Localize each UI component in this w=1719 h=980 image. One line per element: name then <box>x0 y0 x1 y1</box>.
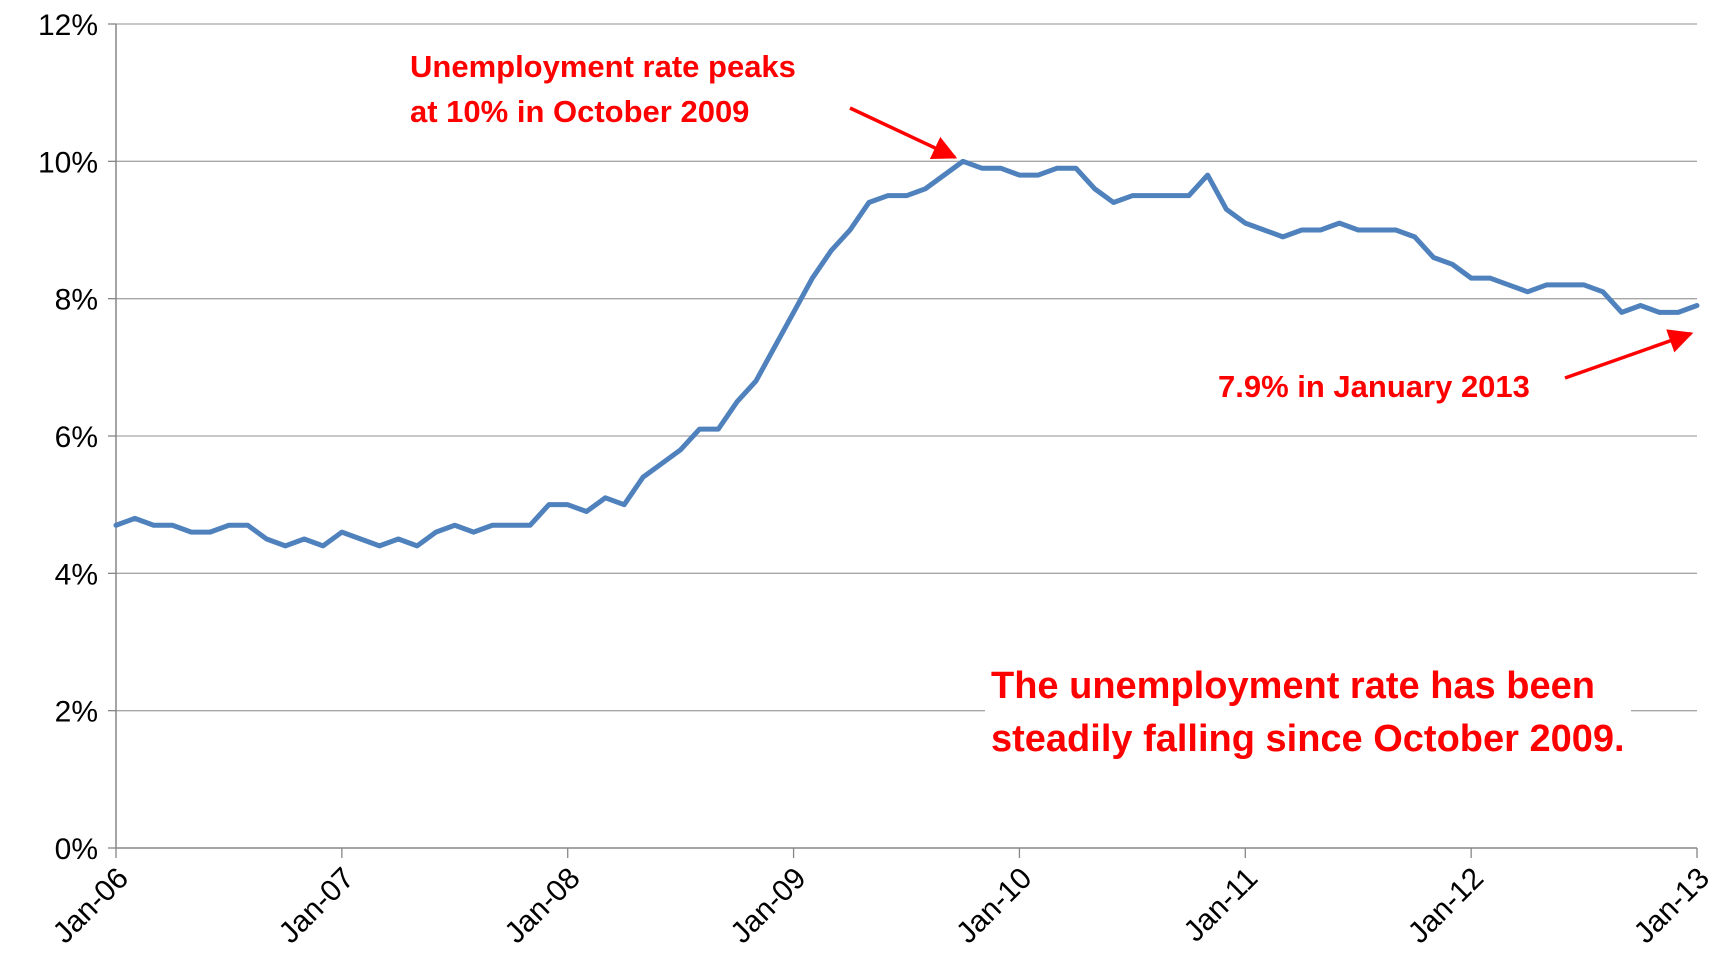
summary-annotation: The unemployment rate has been steadily … <box>985 660 1631 767</box>
y-tick-label: 10% <box>38 146 98 179</box>
x-tick-label: Jan-07 <box>273 862 361 950</box>
x-tick-label: Jan-11 <box>1178 862 1265 949</box>
peak-arrow <box>849 106 958 160</box>
latest-value-annotation: 7.9% in January 2013 <box>1218 369 1530 404</box>
x-tick-label: Jan-06 <box>47 862 135 950</box>
peak-annotation: Unemployment rate peaks at 10% in Octobe… <box>410 49 796 129</box>
x-tick-labels: Jan-06 Jan-07 Jan-08 Jan-09 Jan-10 Jan-11 Jan-… <box>47 862 1716 950</box>
series-line <box>113 158 1700 549</box>
x-tick-label: Jan-12 <box>1402 862 1490 950</box>
y-tick-label: 4% <box>55 558 98 591</box>
latest-value-arrow <box>1564 329 1694 380</box>
x-tick-label: Jan-08 <box>498 862 586 950</box>
y-tick-labels: 0% 2% 4% 6% 8% 10% 12% <box>38 9 98 866</box>
annotation-arrows <box>849 106 1694 380</box>
y-tick-label: 8% <box>55 284 98 317</box>
series-layer <box>113 158 1700 549</box>
x-tick-label: Jan-09 <box>724 862 812 950</box>
y-tick-label: 6% <box>55 421 98 454</box>
x-tick-label: Jan-10 <box>950 862 1038 950</box>
x-tick-label: Jan-13 <box>1628 862 1716 950</box>
y-tick-label: 12% <box>38 9 98 42</box>
y-tick-label: 2% <box>55 696 98 729</box>
y-tick-label: 0% <box>55 833 98 866</box>
axes <box>108 23 1698 858</box>
